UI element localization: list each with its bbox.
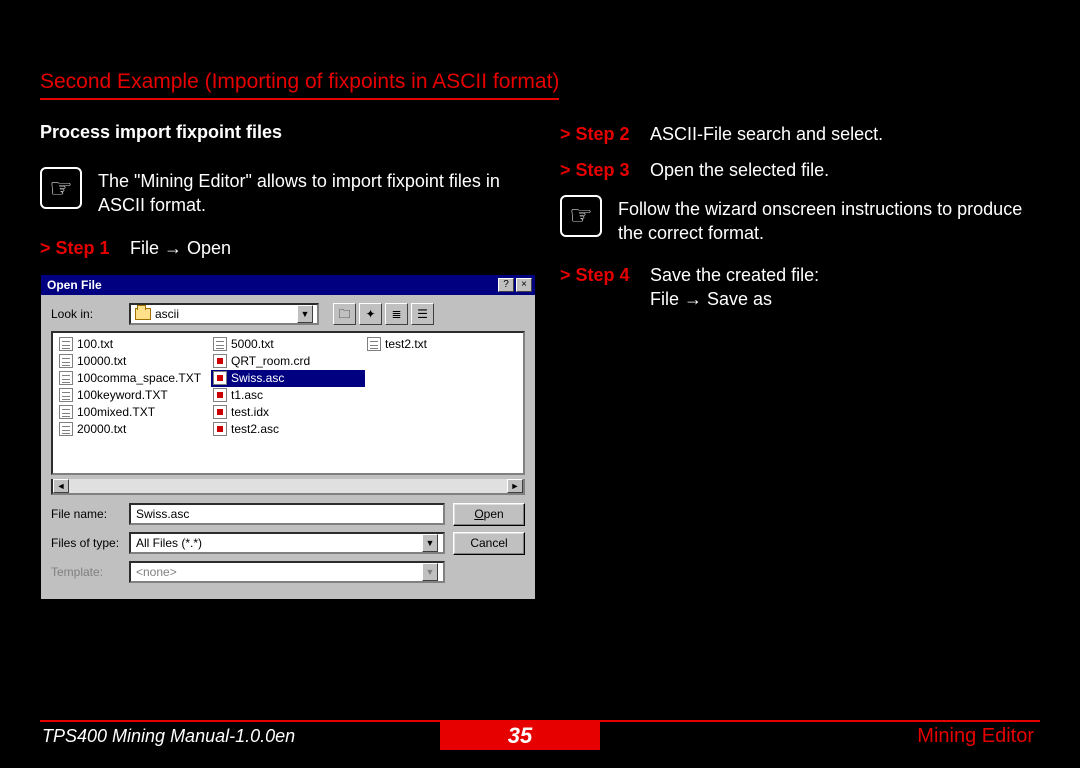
filename-input[interactable]: Swiss.asc (129, 503, 445, 525)
file-item[interactable]: QRT_room.crd (211, 353, 365, 370)
file-item[interactable]: t1.asc (211, 387, 365, 404)
step-2: > Step 2 ASCII-File search and select. (560, 122, 1040, 146)
file-item[interactable]: Swiss.asc (211, 370, 365, 387)
file-name: test2.asc (231, 422, 279, 436)
footer-manual-name: TPS400 Mining Manual-1.0.0en (40, 722, 440, 750)
file-item[interactable]: test2.txt (365, 336, 519, 353)
file-name: 100.txt (77, 337, 113, 351)
file-item[interactable]: 100.txt (57, 336, 211, 353)
folder-icon (135, 308, 151, 320)
note-block-right: ☞ Follow the wizard onscreen instruction… (560, 195, 1040, 246)
detail-view-button[interactable]: ☰ (411, 303, 434, 325)
page-footer: TPS400 Mining Manual-1.0.0en 35 Mining E… (40, 720, 1040, 750)
data-file-icon (213, 388, 227, 402)
text-file-icon (59, 388, 73, 402)
step-1: > Step 1 File → Open (40, 236, 530, 260)
step-2-text: ASCII-File search and select. (650, 122, 883, 146)
note-text-right: Follow the wizard onscreen instructions … (618, 195, 1040, 246)
text-file-icon (367, 337, 381, 351)
open-button[interactable]: Open (453, 503, 525, 526)
file-name: test.idx (231, 405, 269, 419)
list-view-button[interactable]: ≣ (385, 303, 408, 325)
lookin-value: ascii (155, 307, 179, 321)
horizontal-scrollbar[interactable]: ◄ ► (51, 479, 525, 495)
note-block: ☞ The "Mining Editor" allows to import f… (40, 167, 530, 218)
scroll-left-icon[interactable]: ◄ (53, 479, 69, 493)
cancel-button[interactable]: Cancel (453, 532, 525, 555)
file-item[interactable]: 100mixed.TXT (57, 404, 211, 421)
text-file-icon (59, 337, 73, 351)
chevron-down-icon[interactable]: ▼ (422, 534, 438, 552)
filetype-label: Files of type: (51, 536, 121, 550)
step-3-label: > Step 3 (560, 158, 638, 182)
file-name: 100mixed.TXT (77, 405, 155, 419)
up-folder-button[interactable]: 🗀 (333, 303, 356, 325)
open-file-dialog: Open File ? × Look in: ascii (40, 274, 536, 600)
step-2-label: > Step 2 (560, 122, 638, 146)
scroll-right-icon[interactable]: ► (507, 479, 523, 493)
filetype-combo[interactable]: All Files (*.*) ▼ (129, 532, 445, 554)
template-value: <none> (136, 565, 177, 579)
file-name: Swiss.asc (231, 371, 284, 385)
pointing-hand-icon: ☞ (40, 167, 82, 209)
lookin-label: Look in: (51, 307, 121, 321)
template-combo: <none> ▼ (129, 561, 445, 583)
file-name: 100comma_space.TXT (77, 371, 201, 385)
filename-label: File name: (51, 507, 121, 521)
step-1-label: > Step 1 (40, 236, 118, 260)
chevron-down-icon: ▼ (422, 563, 438, 581)
file-list[interactable]: 100.txt 10000.txt 100comma_space.TXT 100key… (51, 331, 525, 475)
footer-page-number: 35 (440, 722, 600, 750)
left-column: Process import fixpoint files ☞ The "Min… (40, 122, 530, 600)
file-item[interactable]: 20000.txt (57, 421, 211, 438)
pointing-hand-icon: ☞ (560, 195, 602, 237)
filename-value: Swiss.asc (136, 507, 189, 521)
data-file-icon (213, 354, 227, 368)
filetype-value: All Files (*.*) (136, 536, 202, 550)
step-4-label: > Step 4 (560, 263, 638, 312)
template-label: Template: (51, 565, 121, 579)
file-item[interactable]: 100comma_space.TXT (57, 370, 211, 387)
file-name: QRT_room.crd (231, 354, 310, 368)
content-columns: Process import fixpoint files ☞ The "Min… (40, 122, 1040, 600)
file-name: 5000.txt (231, 337, 274, 351)
step-1-text: File → Open (130, 236, 231, 260)
help-button[interactable]: ? (498, 278, 514, 292)
file-item[interactable]: test.idx (211, 404, 365, 421)
text-file-icon (59, 422, 73, 436)
file-name: t1.asc (231, 388, 263, 402)
step-4-text: Save the created file: File → Save as (650, 263, 819, 312)
right-column: > Step 2 ASCII-File search and select. >… (560, 122, 1040, 600)
text-file-icon (59, 405, 73, 419)
section-title: Second Example (Importing of fixpoints i… (40, 70, 559, 100)
text-file-icon (213, 337, 227, 351)
dialog-title: Open File (47, 278, 102, 292)
manual-page: Second Example (Importing of fixpoints i… (40, 70, 1040, 768)
file-item[interactable]: 10000.txt (57, 353, 211, 370)
file-item[interactable]: 5000.txt (211, 336, 365, 353)
footer-section-name: Mining Editor (600, 722, 1040, 750)
note-text: The "Mining Editor" allows to import fix… (98, 167, 530, 218)
text-file-icon (59, 371, 73, 385)
process-subheading: Process import fixpoint files (40, 122, 282, 142)
data-file-icon (213, 405, 227, 419)
data-file-icon (213, 422, 227, 436)
dialog-titlebar: Open File ? × (41, 275, 535, 295)
data-file-icon (213, 371, 227, 385)
file-name: test2.txt (385, 337, 427, 351)
lookin-combo[interactable]: ascii ▼ (129, 303, 319, 325)
new-folder-button[interactable]: ✦ (359, 303, 382, 325)
file-item[interactable]: 100keyword.TXT (57, 387, 211, 404)
chevron-down-icon[interactable]: ▼ (297, 305, 313, 323)
close-button[interactable]: × (516, 278, 532, 292)
step-4: > Step 4 Save the created file: File → S… (560, 263, 1040, 312)
text-file-icon (59, 354, 73, 368)
file-name: 10000.txt (77, 354, 126, 368)
step-3: > Step 3 Open the selected file. (560, 158, 1040, 182)
file-item[interactable]: test2.asc (211, 421, 365, 438)
step-3-text: Open the selected file. (650, 158, 829, 182)
file-name: 20000.txt (77, 422, 126, 436)
file-name: 100keyword.TXT (77, 388, 168, 402)
